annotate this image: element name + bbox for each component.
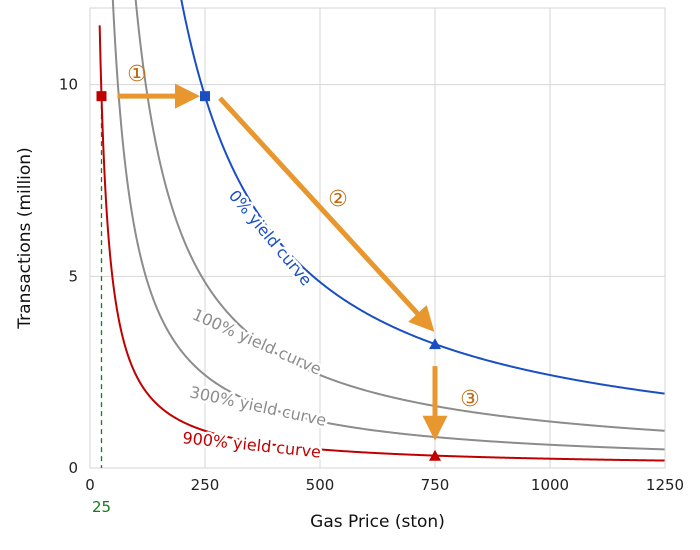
point-after-step-2 xyxy=(429,338,441,350)
point-start xyxy=(96,91,107,102)
y-axis-title: Transactions (million) xyxy=(15,147,35,329)
grid xyxy=(89,7,666,469)
step-arrows: ① ② ③ xyxy=(117,62,480,441)
step-label-2: ② xyxy=(328,187,348,212)
curve-0-yield-curve xyxy=(180,0,665,395)
x-tick-label: 0 xyxy=(85,476,95,494)
axes: 0 250 500 750 1000 1250 0 5 10 25 xyxy=(59,76,684,516)
x-tick-label: 1250 xyxy=(646,476,684,494)
x-tick-label: 1000 xyxy=(531,476,569,494)
point-after-step-3 xyxy=(429,449,441,461)
curve-label: 900% yield curve xyxy=(182,428,322,461)
y-tick-label: 0 xyxy=(68,459,78,477)
marker-line-label: 25 xyxy=(92,498,111,516)
plot-frame xyxy=(89,7,666,469)
curve-label: 100% yield curve xyxy=(190,305,325,379)
step-label-1: ① xyxy=(127,62,147,87)
curve-300-yield-curve xyxy=(111,0,665,451)
x-tick-label: 250 xyxy=(191,476,220,494)
curve-label: 300% yield curve xyxy=(188,382,328,430)
points xyxy=(96,91,441,461)
curves xyxy=(98,0,665,462)
curve-label: 0% yield curve xyxy=(225,186,316,289)
step-label-3: ③ xyxy=(460,387,480,412)
labels: Gas Price (ston) Transactions (million) … xyxy=(15,147,445,532)
x-tick-label: 500 xyxy=(306,476,335,494)
step-arrow-2 xyxy=(218,96,435,332)
curve-900-yield-curve xyxy=(98,25,665,462)
y-tick-label: 5 xyxy=(68,267,78,285)
x-tick-label: 750 xyxy=(421,476,450,494)
x-axis-title: Gas Price (ston) xyxy=(310,512,445,532)
curve-100-yield-curve xyxy=(134,0,665,432)
point-after-step-1 xyxy=(200,91,210,102)
y-tick-label: 10 xyxy=(59,76,78,94)
